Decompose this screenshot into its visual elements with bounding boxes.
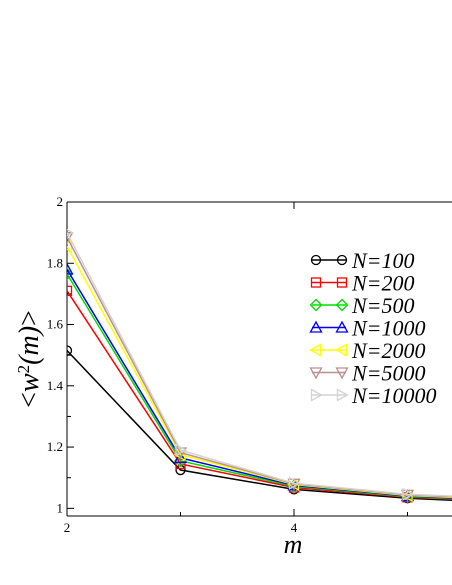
legend-label: N=100 (351, 248, 415, 273)
y-axis-label: <w2(m)> (14, 310, 46, 408)
legend-marker-end (336, 277, 348, 288)
y-axis-label-open: < (14, 392, 45, 408)
legend-entry: N=1000 (309, 316, 426, 341)
legend-marker-start (310, 254, 322, 266)
legend-marker-end (335, 343, 348, 357)
legend-marker-start (309, 298, 323, 312)
data-point (67, 267, 74, 281)
legend-marker-end (336, 254, 348, 266)
legend-marker-end (335, 367, 349, 380)
series-line (67, 350, 452, 502)
y-axis-label-arg: (m) (14, 326, 45, 365)
series-line (67, 290, 452, 500)
data-point (67, 228, 74, 237)
legend-marker-start (310, 277, 322, 288)
legend-label: N=5000 (351, 361, 426, 386)
legend-marker-start (309, 320, 323, 333)
y-axis-label-base: w (14, 373, 45, 392)
x-axis-label: m (284, 530, 303, 559)
legend-entry: N=100 (310, 248, 415, 273)
series-N=10000 (67, 228, 452, 501)
legend-entry: N=10000 (310, 383, 437, 408)
legend-marker-end (335, 298, 349, 312)
y-tick-label: 2 (57, 194, 64, 209)
data-point (175, 443, 188, 457)
data-point (67, 262, 74, 275)
data-point (67, 285, 73, 296)
legend-marker-start (309, 343, 322, 357)
data-point (402, 487, 415, 501)
series-line (67, 232, 452, 497)
series-line (67, 273, 452, 500)
legend-marker-start (309, 367, 323, 380)
y-tick-label: 1.2 (47, 439, 63, 454)
x-tick-label: 2 (64, 520, 71, 535)
y-tick-label: 1.6 (47, 317, 64, 332)
legend-label: N=10000 (351, 383, 437, 408)
series-line (67, 236, 452, 498)
legend-marker-end (336, 388, 349, 402)
legend-label: N=1000 (351, 316, 426, 341)
legend-label: N=200 (351, 271, 415, 296)
legend-label: N=2000 (351, 338, 426, 363)
legend-entry: N=5000 (309, 361, 426, 386)
legend-marker-start (310, 388, 323, 402)
data-point (67, 345, 73, 356)
axis-ticks: 246811.21.41.61.82 (47, 194, 408, 535)
series-line (67, 269, 452, 499)
data-point (288, 476, 301, 490)
y-axis-label-close: > (14, 310, 45, 326)
y-tick-label: 1.4 (47, 378, 64, 393)
series-line (67, 246, 452, 499)
data-point (173, 447, 188, 460)
y-tick-label: 1.8 (47, 255, 63, 270)
legend-entry: N=2000 (309, 338, 426, 363)
legend-entry: N=500 (309, 293, 415, 318)
legend-entry: N=200 (310, 271, 415, 296)
legend-marker-end (335, 320, 349, 333)
series-layer (67, 228, 452, 504)
y-tick-label: 1 (57, 500, 64, 515)
data-point (173, 450, 188, 463)
y-axis-label-sup: 2 (14, 365, 33, 374)
legend-label: N=500 (351, 293, 415, 318)
x-tick-label: 4 (291, 520, 298, 535)
